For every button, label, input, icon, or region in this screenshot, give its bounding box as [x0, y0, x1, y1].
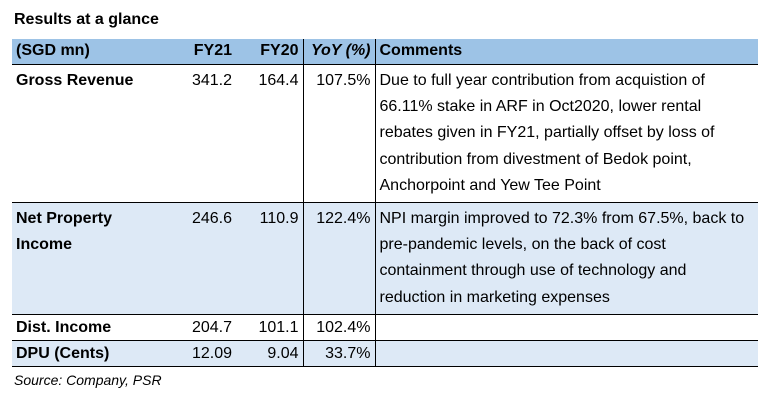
- table-title: Results at a glance: [14, 11, 159, 28]
- fy20-value: 101.1: [236, 313, 303, 341]
- fy20-value: 164.4: [258, 71, 299, 89]
- comment-text: [375, 339, 758, 367]
- fy21-value: 341.2: [191, 71, 232, 89]
- fy21-value: 246.6: [169, 201, 236, 315]
- fy20-value: 9.04: [236, 339, 303, 367]
- table-row: Dist. Income 204.7 101.1 102.4%: [12, 313, 758, 341]
- comment-text: [375, 313, 758, 341]
- yoy-value: 102.4%: [302, 313, 376, 341]
- table-row: DPU (Cents) 12.09 9.04 33.7%: [12, 339, 758, 367]
- header-comments: Comments: [375, 39, 758, 65]
- row-label: Net Property Income: [12, 201, 169, 315]
- header-unit: (SGD mn): [12, 39, 169, 65]
- yoy-value: 122.4%: [302, 201, 376, 315]
- yoy-value: 33.7%: [302, 339, 376, 367]
- table-row: Net Property Income 246.6 110.9 122.4% N…: [12, 201, 758, 315]
- row-label: Dist. Income: [12, 313, 169, 341]
- row-label: Gross Revenue: [16, 71, 134, 89]
- fy21-value: 204.7: [169, 313, 236, 341]
- source-note: Source: Company, PSR: [14, 372, 162, 388]
- header-fy21: FY21: [169, 39, 236, 65]
- header-row: (SGD mn) FY21 FY20 YoY (%) Comments: [12, 39, 758, 65]
- table-row: Gross Revenue 341.2 164.4 107.5% Due to …: [12, 64, 758, 203]
- header-yoy: YoY (%): [302, 39, 376, 65]
- yoy-value: 107.5%: [302, 64, 376, 203]
- row-label: DPU (Cents): [12, 339, 169, 367]
- fy21-value: 12.09: [169, 339, 236, 367]
- header-fy20: FY20: [236, 39, 303, 65]
- comment-text: Due to full year contribution from acqui…: [379, 71, 715, 195]
- comment-text: NPI margin improved to 72.3% from 67.5%,…: [375, 201, 758, 315]
- fy20-value: 110.9: [236, 201, 303, 315]
- results-table: (SGD mn) FY21 FY20 YoY (%) Comments Gros…: [12, 39, 758, 367]
